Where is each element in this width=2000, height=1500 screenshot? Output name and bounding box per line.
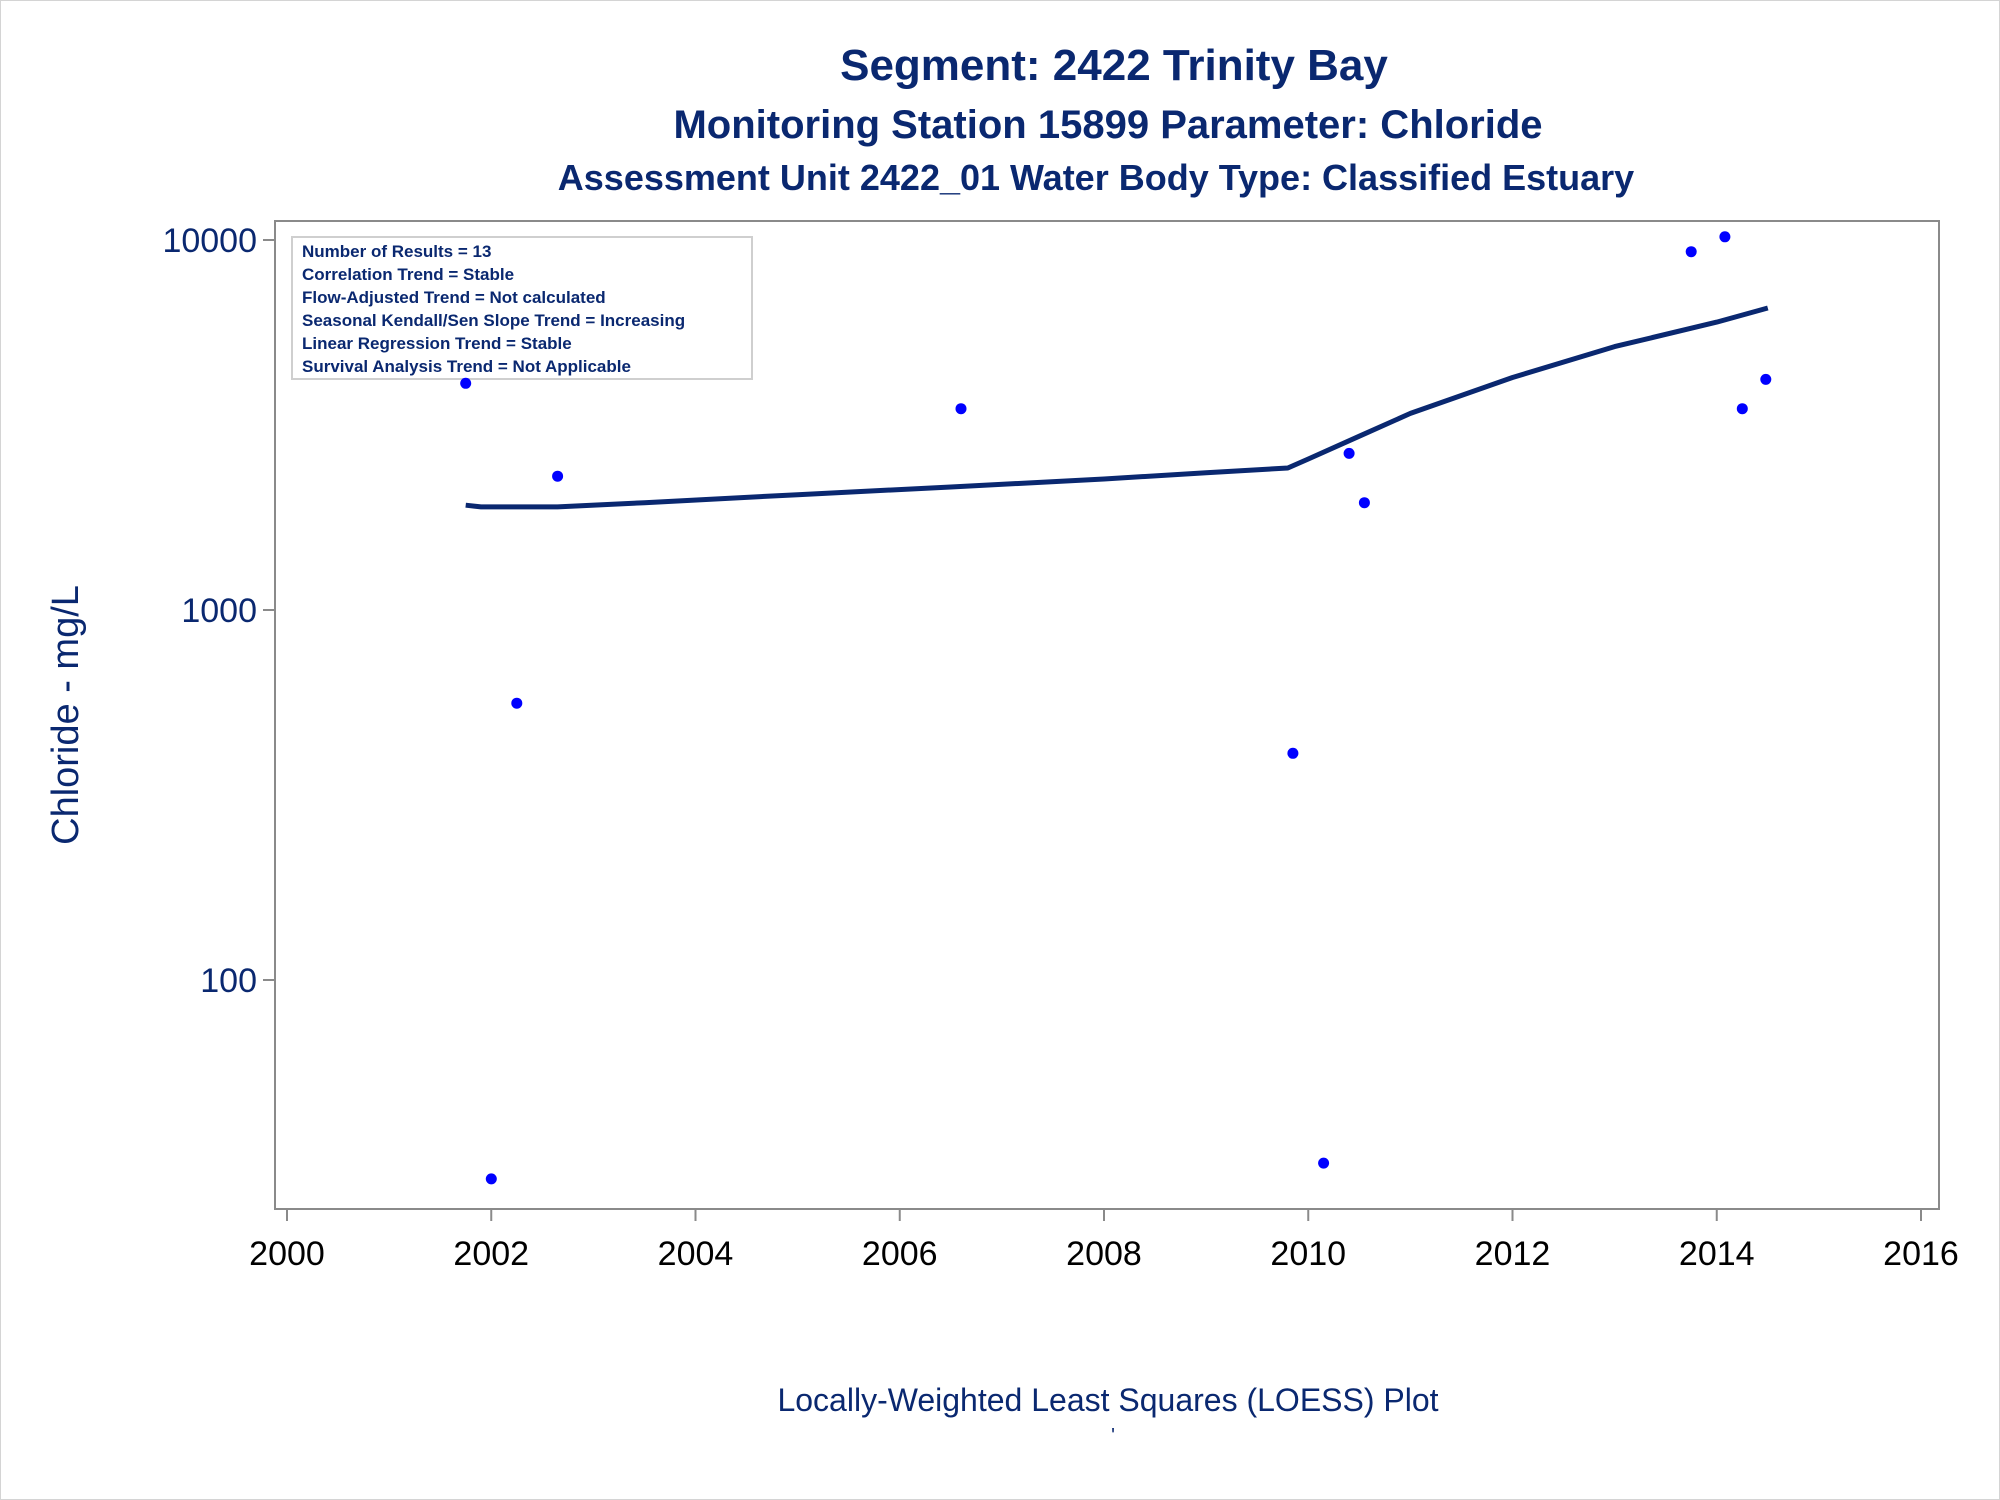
- data-point: [1760, 373, 1772, 385]
- x-axis-label-mark: ': [1111, 1425, 1115, 1447]
- y-tick-label: 10000: [162, 222, 257, 260]
- data-point: [1358, 497, 1370, 509]
- x-tick-label: 2010: [1270, 1235, 1346, 1273]
- x-axis-label: Locally-Weighted Least Squares (LOESS) P…: [777, 1382, 1438, 1418]
- stats-box: Number of Results = 13 Correlation Trend…: [291, 236, 753, 380]
- x-tick-label: 2006: [862, 1235, 938, 1273]
- data-point: [485, 1173, 497, 1185]
- data-point: [460, 377, 472, 389]
- x-axis: 2000 2002 2004 2006 2008 2010 2012 2014 2016: [249, 1209, 1959, 1273]
- x-tick-label: 2004: [658, 1235, 734, 1273]
- x-tick-label: 2012: [1475, 1235, 1551, 1273]
- data-point: [1736, 403, 1748, 415]
- stats-box-border: [291, 236, 753, 380]
- y-axis-label: Chloride - mg/L: [45, 585, 87, 845]
- x-tick-label: 2000: [249, 1235, 325, 1273]
- data-point: [1318, 1157, 1330, 1169]
- stat-seasonal-kendall-trend: Seasonal Kendall/Sen Slope Trend = Incre…: [302, 311, 685, 330]
- data-point: [1343, 447, 1355, 459]
- x-tick-label: 2014: [1679, 1235, 1755, 1273]
- data-point: [511, 697, 523, 709]
- x-tick-label: 2008: [1066, 1235, 1142, 1273]
- data-points: [460, 231, 1772, 1185]
- data-point: [955, 403, 967, 415]
- stat-flow-adjusted-trend: Flow-Adjusted Trend = Not calculated: [302, 288, 606, 307]
- y-axis: 100 1000 10000: [162, 222, 275, 1000]
- plot-area: [274, 220, 1940, 1210]
- chart-subtitle-2: Assessment Unit 2422_01 Water Body Type:…: [558, 157, 1634, 198]
- chart-title: Segment: 2422 Trinity Bay: [840, 41, 1388, 90]
- data-point: [1685, 246, 1697, 258]
- data-point: [1719, 231, 1731, 243]
- y-tick-label: 100: [200, 962, 257, 1000]
- data-point: [1287, 747, 1299, 759]
- data-point: [552, 470, 564, 482]
- stat-correlation-trend: Correlation Trend = Stable: [302, 265, 514, 284]
- stat-linear-regression-trend: Linear Regression Trend = Stable: [302, 334, 572, 353]
- stat-number-of-results: Number of Results = 13: [302, 242, 491, 261]
- stat-survival-analysis-trend: Survival Analysis Trend = Not Applicable: [302, 357, 631, 376]
- loess-trend-line: [465, 305, 1769, 510]
- x-tick-label: 2002: [453, 1235, 529, 1273]
- chart-subtitle: Monitoring Station 15899 Parameter: Chlo…: [673, 103, 1542, 147]
- x-tick-label: 2016: [1883, 1235, 1959, 1273]
- y-tick-label: 1000: [181, 592, 257, 630]
